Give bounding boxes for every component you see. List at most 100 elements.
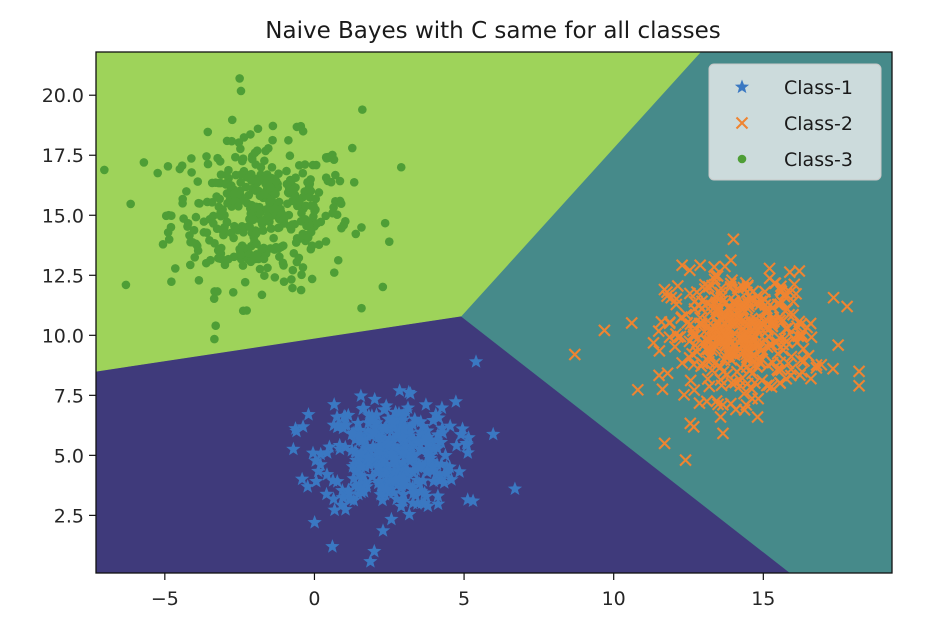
data-point: [759, 298, 772, 312]
data-point: [319, 486, 334, 501]
data-point: [402, 445, 417, 459]
data-point: [414, 425, 429, 440]
data-point: [751, 324, 765, 337]
data-point: [268, 135, 277, 145]
data-point: [407, 411, 422, 426]
data-point: [250, 148, 260, 158]
data-point: [448, 394, 463, 408]
data-point: [295, 471, 310, 486]
data-point: [852, 379, 866, 392]
data-point: [279, 214, 289, 223]
data-point: [351, 428, 366, 443]
data-point: [786, 308, 800, 321]
data-point: [319, 467, 335, 481]
data-point: [736, 302, 750, 316]
data-point: [289, 423, 304, 438]
data-point: [269, 233, 278, 243]
data-point: [760, 302, 774, 315]
data-point: [728, 309, 741, 323]
legend-label: Class-3: [784, 149, 853, 171]
data-point: [355, 468, 370, 483]
data-point: [330, 474, 345, 488]
data-point: [183, 219, 193, 228]
data-point: [245, 221, 254, 231]
data-point: [420, 429, 436, 444]
data-point: [372, 473, 387, 488]
data-point: [735, 330, 748, 343]
data-point: [693, 259, 707, 272]
data-point: [414, 484, 429, 498]
y-tick-label: 12.5: [42, 265, 84, 287]
data-point: [216, 208, 225, 218]
data-point: [211, 321, 220, 331]
data-point: [311, 463, 326, 478]
data-point: [751, 410, 764, 424]
scatter-points: [100, 74, 866, 568]
data-point: [306, 201, 316, 210]
data-point: [209, 211, 218, 221]
data-point: [408, 462, 423, 476]
data-point: [729, 403, 743, 416]
data-point: [653, 344, 666, 358]
y-tick-label: 7.5: [54, 385, 84, 407]
plot-frame: [95, 51, 893, 574]
data-point: [683, 335, 696, 348]
data-point: [335, 490, 350, 504]
data-point: [380, 457, 395, 472]
data-point: [683, 263, 697, 277]
data-point: [392, 383, 407, 397]
legend-marker-class-1: [734, 79, 750, 94]
data-point: [231, 152, 240, 162]
data-point: [396, 493, 411, 508]
data-point: [389, 427, 404, 442]
data-point: [382, 430, 397, 445]
data-point: [707, 260, 721, 274]
data-point: [185, 260, 195, 270]
data-point: [757, 346, 770, 360]
data-point: [385, 434, 400, 448]
data-point: [716, 365, 730, 379]
data-point: [274, 169, 283, 178]
data-point: [388, 472, 403, 486]
data-point: [372, 438, 387, 452]
data-point: [465, 493, 481, 507]
data-point: [368, 416, 383, 430]
data-point: [737, 387, 751, 400]
data-point: [252, 239, 261, 249]
data-point: [279, 277, 289, 286]
legend-item-class-1: Class-1: [734, 77, 853, 99]
data-point: [260, 271, 269, 280]
data-point: [410, 496, 425, 510]
data-point: [364, 413, 379, 427]
data-point: [178, 194, 187, 204]
data-point: [785, 350, 798, 363]
data-point: [329, 268, 339, 277]
data-point: [203, 159, 213, 169]
data-point: [384, 237, 394, 246]
data-point: [418, 397, 434, 411]
data-point: [285, 151, 295, 161]
data-point: [625, 316, 638, 330]
data-point: [284, 135, 293, 145]
data-point: [674, 330, 687, 343]
data-point: [761, 340, 774, 354]
data-point: [694, 318, 708, 332]
data-point: [213, 246, 223, 255]
data-point: [719, 350, 733, 364]
data-point: [406, 432, 422, 446]
data-point: [429, 456, 445, 471]
data-point: [190, 253, 200, 262]
data-point: [307, 241, 317, 251]
data-point: [378, 282, 388, 292]
data-point: [158, 239, 168, 249]
data-point: [193, 246, 203, 255]
data-point: [729, 287, 742, 300]
data-point: [663, 315, 677, 329]
data-point: [386, 485, 401, 499]
data-point: [258, 225, 268, 235]
data-point: [396, 162, 406, 172]
y-tick-label: 5.0: [54, 445, 84, 467]
data-point: [776, 338, 790, 351]
data-point: [679, 453, 692, 467]
data-point: [459, 437, 475, 452]
